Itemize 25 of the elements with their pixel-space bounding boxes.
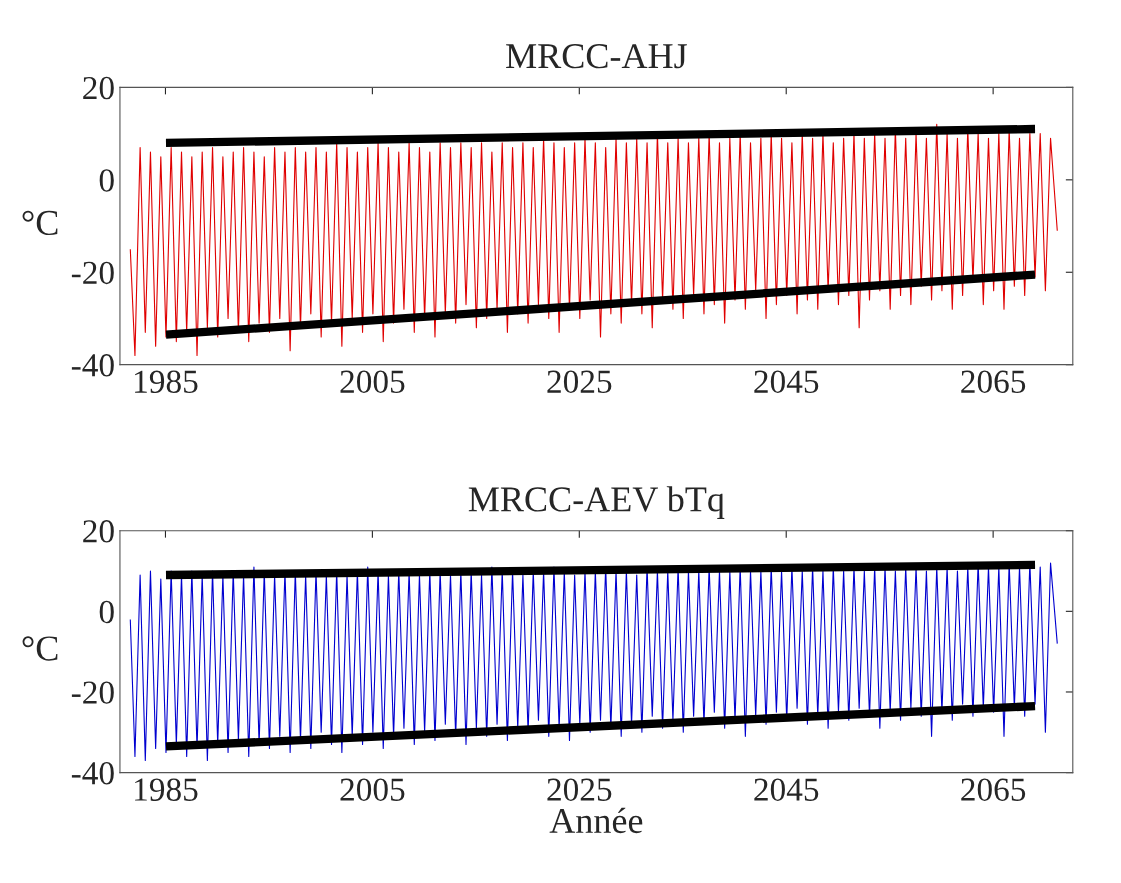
y-tick-label: -40 bbox=[71, 354, 114, 377]
x-tick-label: 1985 bbox=[135, 778, 198, 801]
y-axis-title: °C bbox=[22, 210, 58, 236]
x-axis-title: Année bbox=[549, 807, 643, 834]
y-tick-label: -20 bbox=[71, 261, 114, 285]
x-tick-label: 2025 bbox=[547, 370, 612, 393]
y-tick-label: 0 bbox=[99, 600, 114, 624]
y-tick-label: 20 bbox=[83, 520, 114, 543]
x-tick-label: 2045 bbox=[754, 778, 819, 801]
y-axis-title: °C bbox=[22, 636, 58, 661]
line-series bbox=[129, 123, 1058, 356]
x-tick-label: 2005 bbox=[340, 370, 405, 393]
chart-title: MRCC-AEV bTq bbox=[468, 486, 725, 519]
y-tick-label: 20 bbox=[83, 76, 114, 100]
y-tick-label: -20 bbox=[71, 681, 114, 704]
x-tick-label: 2045 bbox=[754, 370, 819, 393]
y-tick-label: 0 bbox=[99, 169, 114, 192]
y-tick-label: -40 bbox=[71, 762, 114, 785]
chart-title: MRCC-AHJ bbox=[506, 44, 687, 69]
x-tick-label: 2065 bbox=[961, 370, 1026, 393]
x-tick-label: 2065 bbox=[961, 778, 1026, 801]
x-tick-label: 2005 bbox=[340, 778, 405, 801]
line-series bbox=[129, 562, 1058, 762]
x-tick-label: 1985 bbox=[135, 370, 198, 393]
x-tick-label: 2025 bbox=[547, 778, 612, 801]
